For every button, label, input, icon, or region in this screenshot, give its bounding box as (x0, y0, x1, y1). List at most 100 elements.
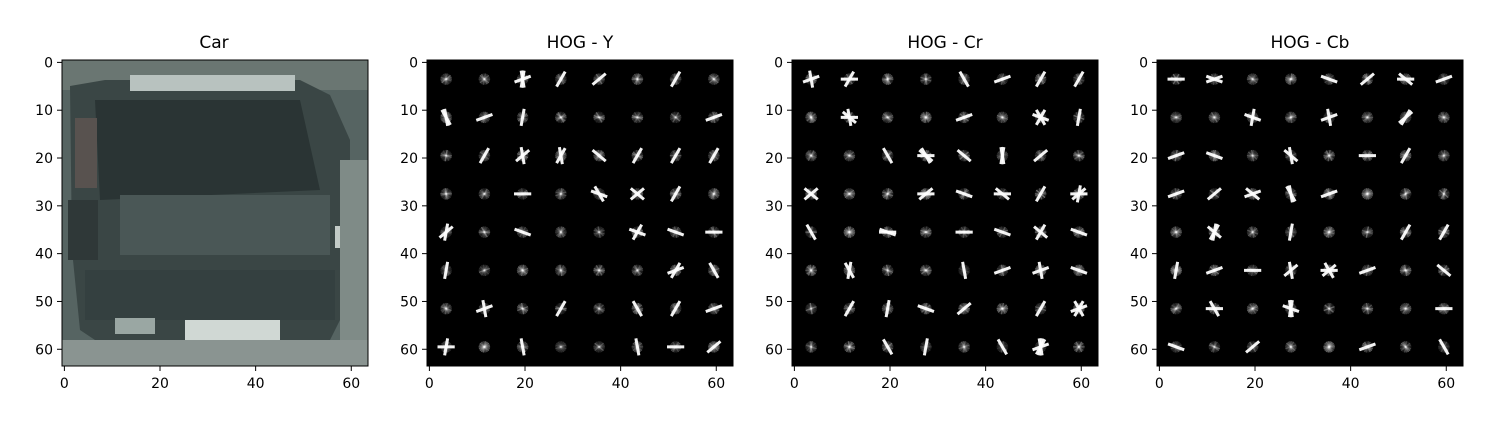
hog-gradient-stroke (597, 302, 601, 315)
hog-gradient-stroke (881, 76, 894, 82)
hog-gradient-stroke (559, 264, 563, 277)
hog-gradient-stroke (1249, 73, 1257, 85)
hog-gradient-stroke (844, 151, 855, 160)
hog-gradient-stroke (597, 226, 601, 238)
hog-gradient-stroke (997, 227, 1008, 237)
hog-gradient-stroke (884, 150, 892, 161)
hog-gradient-stroke (956, 148, 972, 163)
hog-gradient-stroke (1246, 229, 1259, 235)
hog-gradient-stroke (845, 226, 853, 238)
hog-gradient-stroke (1212, 149, 1217, 162)
hog-image (792, 60, 1098, 366)
hog-gradient-stroke (807, 303, 815, 314)
hog-gradient-stroke (1358, 342, 1376, 352)
hog-gradient-stroke (1320, 189, 1338, 199)
hog-gradient-stroke (440, 191, 452, 197)
hog-gradient-stroke (1212, 302, 1217, 315)
hog-gradient-stroke (805, 114, 817, 121)
hog-gradient-stroke (806, 151, 817, 160)
hog-gradient-stroke (478, 76, 491, 82)
hog-gradient-stroke (958, 344, 970, 350)
hog-gradient-stroke (1000, 111, 1005, 124)
hog-gradient-stroke (922, 73, 930, 85)
hog-gradient-stroke (1077, 264, 1081, 277)
hog-gradient-stroke (847, 111, 852, 124)
hog-gradient-stroke (1075, 108, 1082, 127)
hog-gradient-stroke (1400, 304, 1411, 313)
hog-gradient-stroke (922, 338, 929, 356)
hog-gradient-stroke (1289, 341, 1293, 353)
hog-gradient-stroke (1363, 150, 1371, 161)
hog-gradient-stroke (844, 342, 855, 352)
hog-gradient-stroke (1402, 73, 1410, 85)
hog-gradient-stroke (920, 267, 932, 274)
hog-gradient-stroke (1205, 74, 1223, 84)
hog-gradient-stroke (1324, 227, 1335, 237)
hog-gradient-stroke (1210, 150, 1218, 161)
hog-gradient-stroke (480, 341, 488, 353)
hog-gradient-stroke (805, 229, 817, 235)
hog-gradient-stroke (1244, 189, 1262, 199)
hog-gradient-stroke (805, 267, 817, 274)
y-tick-label: 40 (765, 247, 783, 263)
hog-gradient-stroke (843, 191, 856, 197)
hog-gradient-stroke (805, 223, 817, 241)
hog-gradient-stroke (444, 111, 448, 124)
hog-gradient-stroke (1323, 229, 1335, 235)
hog-gradient-stroke (1327, 73, 1331, 85)
hog-gradient-stroke (519, 188, 527, 200)
hog-gradient-stroke (441, 304, 452, 313)
hog-gradient-stroke (555, 189, 566, 199)
hog-gradient-stroke (1075, 112, 1083, 123)
hog-gradient-stroke (1035, 304, 1046, 313)
hog-gradient-stroke (1325, 73, 1333, 85)
hog-gradient-stroke (1402, 265, 1410, 276)
hog-gradient-stroke (1073, 114, 1085, 121)
hog-gradient-stroke (1210, 341, 1218, 353)
y-tick-label: 60 (765, 342, 783, 358)
hog-gradient-stroke (516, 114, 529, 121)
hog-gradient-stroke (555, 191, 567, 197)
hog-gradient-stroke (1035, 185, 1047, 203)
hog-gradient-stroke (844, 74, 855, 84)
hog-gradient-stroke (803, 187, 819, 201)
hog-gradient-stroke (806, 342, 817, 352)
hog-gradient-stroke (595, 341, 603, 353)
hog-gradient-stroke (1327, 226, 1331, 238)
hog-gradient-stroke (1321, 263, 1337, 278)
hog-gradient-stroke (1399, 305, 1412, 312)
hog-gradient-stroke (559, 341, 563, 353)
hog-gradient-stroke (1403, 264, 1408, 277)
hog-gradient-stroke (479, 227, 490, 237)
hog-gradient-stroke (1247, 227, 1258, 237)
hog-gradient-stroke (1250, 264, 1255, 277)
y-tick-label: 50 (400, 294, 418, 310)
hog-gradient-stroke (843, 300, 855, 317)
hog-gradient-stroke (1035, 113, 1046, 122)
hog-gradient-stroke (843, 229, 856, 235)
hog-gradient-stroke (1440, 188, 1448, 200)
hog-gradient-stroke (632, 304, 643, 313)
hog-gradient-stroke (1403, 264, 1408, 277)
hog-gradient-stroke (1212, 111, 1217, 124)
hog-gradient-stroke (708, 74, 719, 84)
hog-gradient-stroke (557, 226, 565, 238)
hog-gradient-stroke (555, 114, 567, 121)
y-tick-label: 40 (35, 247, 53, 263)
hog-gradient-stroke (885, 264, 890, 277)
hog-gradient-stroke (1327, 302, 1331, 315)
hog-gradient-stroke (1208, 300, 1220, 317)
hog-gradient-stroke (1285, 76, 1297, 82)
hog-gradient-stroke (1208, 305, 1221, 312)
hog-gradient-stroke (1000, 226, 1005, 238)
hog-gradient-stroke (844, 151, 855, 160)
hog-gradient-stroke (478, 147, 490, 164)
hog-gradient-stroke (843, 152, 856, 159)
hog-gradient-stroke (1070, 266, 1088, 275)
hog-gradient-stroke (633, 73, 641, 85)
hog-gradient-stroke (807, 265, 815, 276)
hog-gradient-stroke (1400, 342, 1411, 352)
hog-gradient-stroke (710, 188, 718, 200)
panel-title: Car (199, 33, 228, 53)
hog-gradient-stroke (555, 152, 567, 159)
